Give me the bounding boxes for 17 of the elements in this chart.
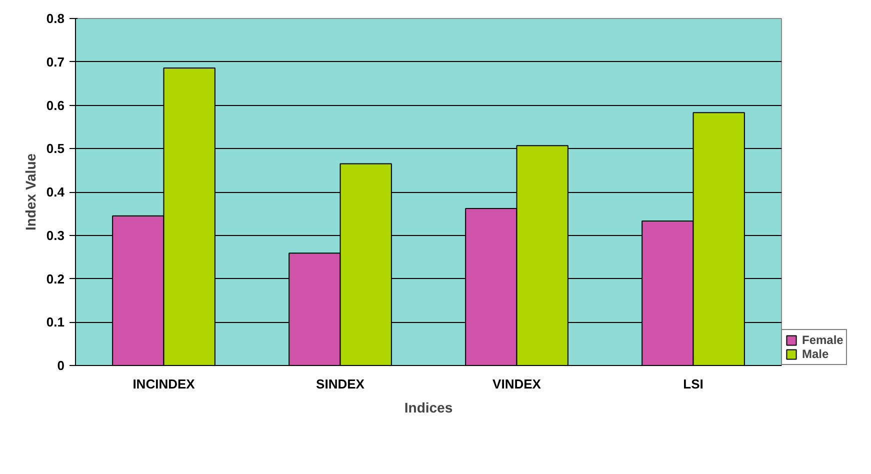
y-tick-label: 0.2 <box>46 271 65 286</box>
y-tick-label: 0 <box>57 358 65 373</box>
x-tick-label: LSI <box>683 376 704 392</box>
legend-label: Male <box>802 347 829 361</box>
y-tick-label: 0.8 <box>46 11 65 26</box>
y-tick-label: 0.6 <box>46 98 65 113</box>
x-tick-label: SINDEX <box>316 376 365 392</box>
x-tick-label: INCINDEX <box>132 376 196 392</box>
y-tick-label: 0.4 <box>46 184 66 200</box>
legend-label: Female <box>802 333 844 347</box>
y-tick-label: 0.7 <box>46 54 65 70</box>
y-tick-label: 0.5 <box>46 141 65 156</box>
y-tick-label: 0.3 <box>46 228 65 243</box>
x-axis-title: Indices <box>404 400 453 416</box>
y-axis-title: Index Value <box>22 153 38 231</box>
y-tick-label: 0.1 <box>46 314 65 330</box>
x-tick-label: VINDEX <box>492 376 542 392</box>
